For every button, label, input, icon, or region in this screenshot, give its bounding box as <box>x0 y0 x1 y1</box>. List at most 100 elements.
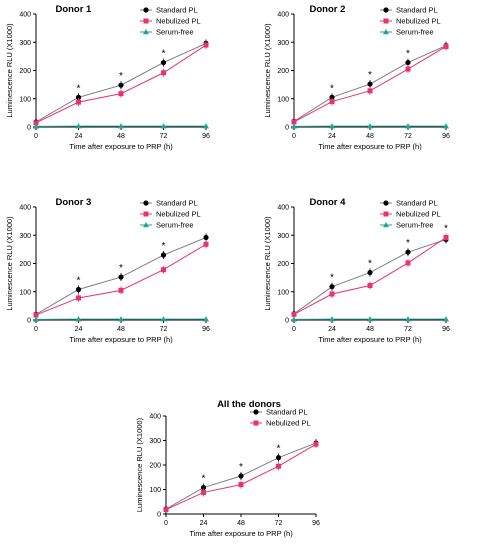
legend-label: Serum-free <box>156 28 194 37</box>
x-tick-label: 48 <box>366 326 374 333</box>
data-point <box>118 123 124 129</box>
legend-label: Nebulized PL <box>396 210 441 219</box>
x-tick-label: 72 <box>275 520 283 527</box>
data-point <box>443 316 449 322</box>
data-point <box>367 81 373 87</box>
data-point <box>329 123 335 129</box>
legend-label: Serum-free <box>396 28 434 37</box>
significance-marker: * <box>77 275 81 286</box>
legend-marker <box>383 7 389 13</box>
legend-label: Standard PL <box>156 199 198 208</box>
significance-marker: * <box>119 263 123 274</box>
legend-marker <box>383 211 389 217</box>
legend-marker <box>143 7 149 13</box>
legend-label: Nebulized PL <box>156 210 201 219</box>
y-tick-label: 100 <box>277 96 289 103</box>
chart-title: Donor 1 <box>55 4 92 15</box>
legend-label: Nebulized PL <box>156 17 201 26</box>
x-tick-label: 96 <box>442 133 450 140</box>
data-point <box>118 316 124 322</box>
data-point <box>160 123 167 129</box>
data-point <box>118 91 124 97</box>
y-tick-label: 200 <box>149 463 161 470</box>
significance-marker: * <box>277 444 281 455</box>
legend-marker <box>383 18 389 24</box>
y-tick-label: 400 <box>277 205 289 212</box>
y-axis-label: Luminescence RLU (X1000) <box>263 23 272 118</box>
data-point <box>367 123 373 129</box>
y-tick-label: 0 <box>157 512 161 519</box>
y-tick-label: 200 <box>19 261 31 268</box>
data-point <box>276 463 281 469</box>
chart-title: Donor 2 <box>309 4 345 15</box>
chart-title: Donor 3 <box>55 197 91 208</box>
y-tick-label: 200 <box>277 68 289 75</box>
chart-panel: 0 100 200 300 400 0 24 48 72 96 Time after exposur… <box>135 399 320 538</box>
legend-marker <box>383 222 389 228</box>
legend-label: Nebulized PL <box>266 419 311 428</box>
x-tick-label: 72 <box>404 326 412 333</box>
y-tick-label: 100 <box>19 96 31 103</box>
data-point <box>160 252 167 258</box>
x-axis-label: Time after exposure to PRP (h) <box>69 335 173 344</box>
x-tick-label: 72 <box>404 133 412 140</box>
x-tick-label: 48 <box>237 520 245 527</box>
data-point <box>329 291 335 297</box>
data-point <box>33 316 39 322</box>
data-point <box>329 316 335 322</box>
data-point <box>33 123 39 129</box>
x-tick-label: 72 <box>160 133 168 140</box>
y-tick-label: 400 <box>19 205 31 212</box>
data-point <box>367 88 373 94</box>
significance-marker: * <box>162 49 166 60</box>
y-tick-label: 100 <box>277 289 289 296</box>
data-point <box>367 269 373 276</box>
data-point <box>443 123 449 129</box>
x-tick-label: 96 <box>202 133 210 140</box>
y-axis-label: Luminescence RLU (X1000) <box>263 216 272 311</box>
legend-marker <box>143 222 149 228</box>
x-tick-label: 24 <box>75 326 83 333</box>
y-tick-label: 300 <box>277 233 289 240</box>
y-tick-label: 400 <box>277 12 289 19</box>
significance-marker: * <box>119 71 123 82</box>
data-point <box>203 234 209 241</box>
y-tick-label: 400 <box>19 12 31 19</box>
x-axis-label: Time after exposure to PRP (h) <box>318 335 422 344</box>
legend-label: Standard PL <box>156 6 198 15</box>
y-tick-label: 200 <box>19 68 31 75</box>
significance-marker: * <box>330 273 334 284</box>
x-tick-label: 96 <box>312 520 320 527</box>
legend-marker <box>383 29 389 35</box>
x-tick-label: 96 <box>202 326 210 333</box>
data-point <box>160 59 167 66</box>
x-axis-label: Time after exposure to PRP (h) <box>318 142 422 151</box>
data-point <box>203 241 209 247</box>
x-tick-label: 48 <box>366 133 374 140</box>
data-point <box>161 70 166 76</box>
y-tick-label: 0 <box>285 318 289 325</box>
legend-label: Nebulized PL <box>396 17 441 26</box>
data-point <box>201 489 206 495</box>
legend-marker <box>253 409 259 415</box>
x-tick-label: 24 <box>75 133 83 140</box>
chart-panel: 0 100 200 300 400 0 24 48 72 96 Time after exposur… <box>263 197 450 344</box>
chart-title: All the donors <box>217 399 281 410</box>
data-point <box>329 284 335 290</box>
data-point <box>200 484 207 491</box>
chart-panel: 0 100 200 300 400 0 24 48 72 96 Time after exposur… <box>5 197 210 344</box>
significance-marker: * <box>77 83 81 94</box>
y-tick-label: 200 <box>277 261 289 268</box>
data-point <box>367 283 373 289</box>
data-point <box>160 316 167 322</box>
x-tick-label: 0 <box>164 520 168 527</box>
significance-marker: * <box>330 83 334 94</box>
legend-marker <box>143 18 149 24</box>
chart-title: Donor 4 <box>309 197 346 208</box>
x-tick-label: 96 <box>442 326 450 333</box>
data-point <box>405 66 411 72</box>
chart-panel: 0 100 200 300 400 0 24 48 72 96 Time after exposur… <box>263 4 450 151</box>
data-point <box>313 441 319 447</box>
x-tick-label: 24 <box>200 520 208 527</box>
